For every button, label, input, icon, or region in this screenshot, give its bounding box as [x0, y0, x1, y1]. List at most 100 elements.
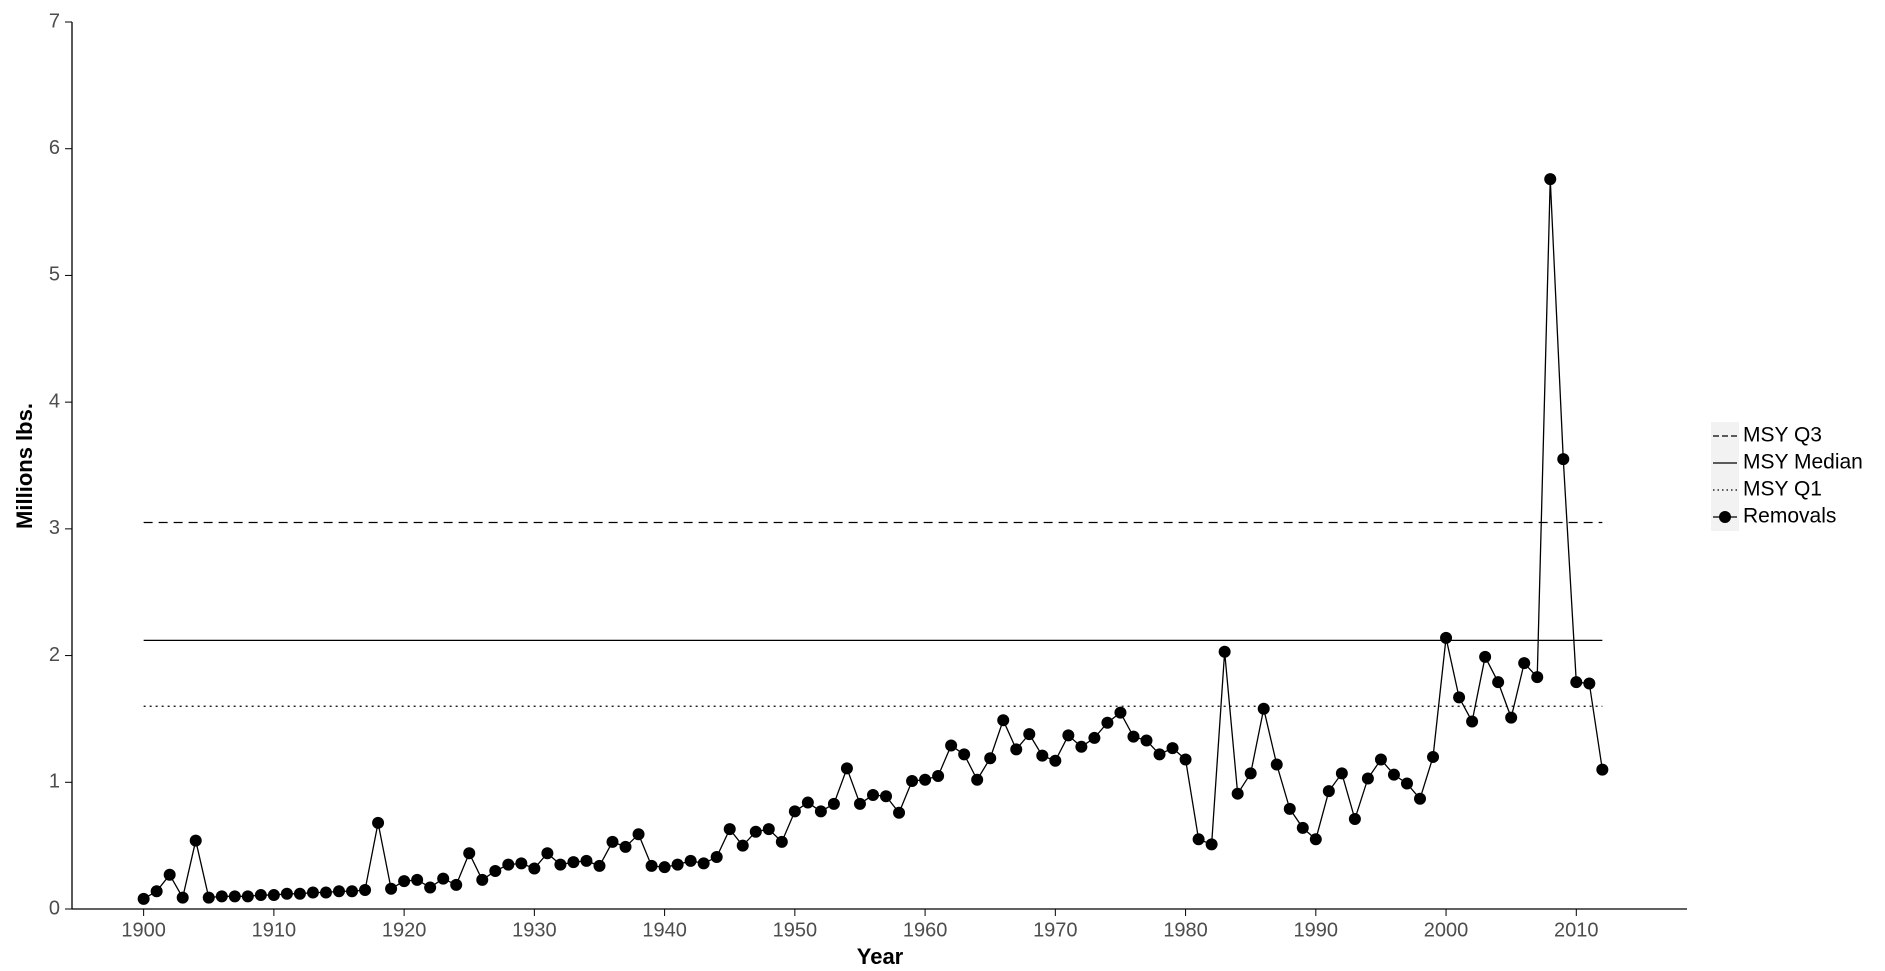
data-point	[1270, 758, 1283, 771]
data-point	[1479, 650, 1492, 663]
data-point	[1127, 730, 1140, 743]
x-tick-label: 1900	[121, 919, 166, 941]
data-point	[893, 806, 906, 819]
data-point	[710, 851, 723, 864]
x-tick-label: 1990	[1294, 919, 1339, 941]
data-point	[189, 834, 202, 847]
data-point	[853, 797, 866, 810]
data-point	[1414, 792, 1427, 805]
data-point	[411, 873, 424, 886]
data-point	[984, 752, 997, 765]
data-point	[840, 762, 853, 775]
data-point	[1570, 676, 1583, 689]
x-tick-label: 1910	[252, 919, 297, 941]
data-point	[762, 823, 775, 836]
data-point	[372, 816, 385, 829]
legend-label: MSY Median	[1743, 451, 1863, 474]
data-point	[1440, 631, 1453, 644]
x-tick-label: 1930	[512, 919, 557, 941]
data-point	[1192, 833, 1205, 846]
data-point	[658, 861, 671, 874]
data-point	[671, 858, 684, 871]
data-point	[437, 872, 450, 885]
data-point	[1023, 728, 1036, 741]
legend-label: MSY Q3	[1743, 424, 1822, 447]
data-point	[1335, 767, 1348, 780]
data-point	[932, 769, 945, 782]
data-point	[736, 839, 749, 852]
data-point	[1296, 821, 1309, 834]
legend-key-point	[1719, 511, 1731, 523]
y-tick-label: 2	[49, 644, 60, 666]
y-tick-label: 7	[49, 10, 60, 32]
y-tick-label: 4	[49, 390, 60, 412]
data-point	[1283, 802, 1296, 815]
data-point	[163, 868, 176, 881]
data-point	[176, 891, 189, 904]
data-point	[293, 887, 306, 900]
data-point	[254, 889, 267, 902]
data-point	[1374, 753, 1387, 766]
data-point	[332, 885, 345, 898]
data-point	[945, 739, 958, 752]
data-point	[1049, 754, 1062, 767]
data-point	[632, 828, 645, 841]
data-point	[1218, 645, 1231, 658]
data-point	[814, 805, 827, 818]
data-point	[515, 857, 528, 870]
legend-label: Removals	[1743, 505, 1836, 528]
data-point	[775, 835, 788, 848]
data-point	[1088, 731, 1101, 744]
data-point	[1010, 743, 1023, 756]
data-point	[1400, 777, 1413, 790]
y-tick-label: 6	[49, 137, 60, 159]
data-point	[1114, 706, 1127, 719]
y-axis-label: Millions lbs.	[12, 403, 37, 529]
y-tick-label: 0	[49, 897, 60, 919]
x-tick-label: 1980	[1163, 919, 1208, 941]
x-axis-label: Year	[857, 944, 904, 969]
data-point	[1179, 753, 1192, 766]
data-point	[1453, 691, 1466, 704]
data-point	[1036, 749, 1049, 762]
data-point	[1348, 813, 1361, 826]
legend-label: MSY Q1	[1743, 478, 1822, 501]
data-point	[1309, 833, 1322, 846]
data-point	[541, 847, 554, 860]
data-point	[827, 797, 840, 810]
data-point	[385, 882, 398, 895]
data-point	[919, 773, 932, 786]
data-point	[1205, 838, 1218, 851]
data-point	[280, 887, 293, 900]
data-point	[554, 858, 567, 871]
x-tick-label: 2000	[1424, 919, 1469, 941]
data-point	[958, 748, 971, 761]
data-point	[801, 796, 814, 809]
data-point	[1596, 763, 1609, 776]
data-point	[463, 847, 476, 860]
data-point	[1583, 677, 1596, 690]
data-point	[137, 892, 150, 905]
data-point	[398, 875, 411, 888]
data-point	[1166, 742, 1179, 755]
x-tick-label: 1920	[382, 919, 427, 941]
data-point	[788, 805, 801, 818]
data-point	[1101, 716, 1114, 729]
data-point	[476, 873, 489, 886]
x-tick-label: 1950	[773, 919, 818, 941]
data-point	[150, 885, 163, 898]
data-point	[645, 859, 658, 872]
data-point	[1557, 453, 1570, 466]
data-point	[1518, 657, 1531, 670]
data-point	[697, 857, 710, 870]
data-point	[202, 891, 215, 904]
data-point	[619, 840, 632, 853]
data-point	[1257, 702, 1270, 715]
data-point	[1466, 715, 1479, 728]
data-point	[528, 862, 541, 875]
data-point	[267, 889, 280, 902]
data-point	[880, 790, 893, 803]
data-point	[1075, 740, 1088, 753]
data-point	[359, 883, 372, 896]
